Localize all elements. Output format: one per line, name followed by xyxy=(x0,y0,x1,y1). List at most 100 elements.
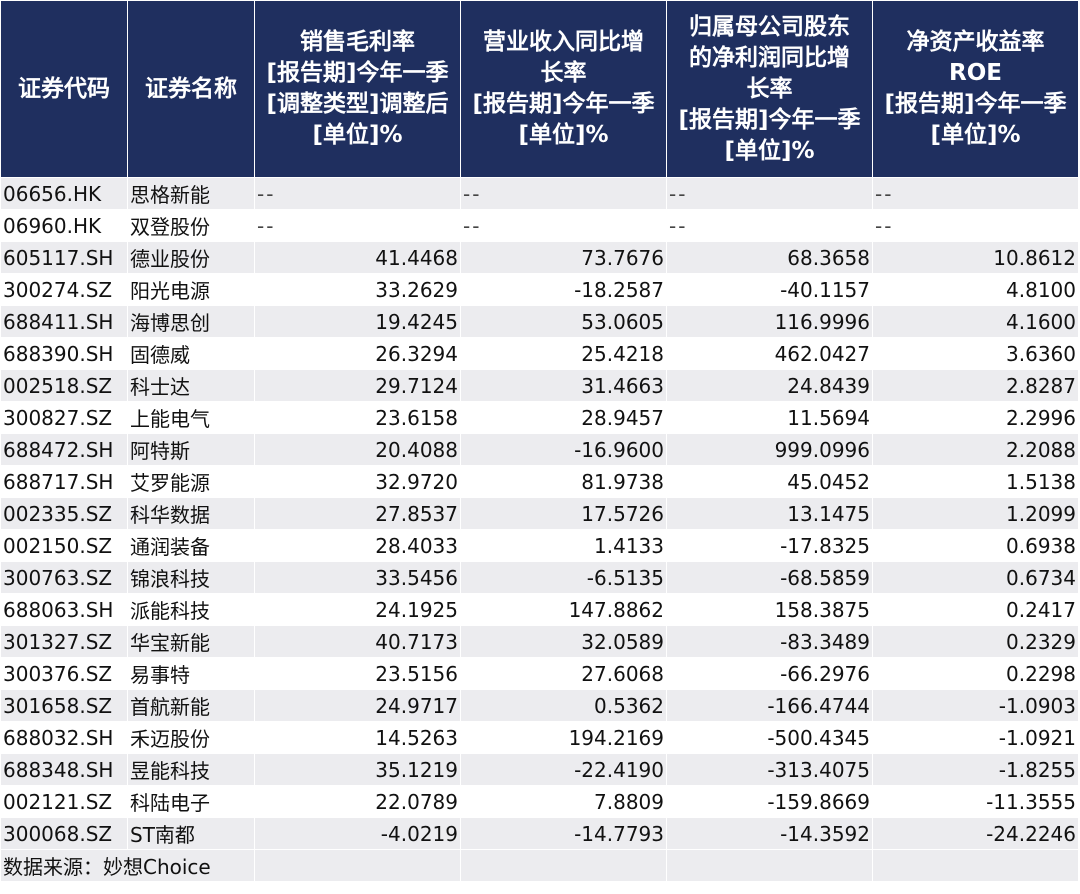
table-row: 688717.SH 艾罗能源 32.9720 81.9738 45.0452 1.5138 xyxy=(0,465,1079,498)
table-row: 002150.SZ 通润装备 28.4033 1.4133 -17.8325 0.6938 xyxy=(0,529,1079,562)
net-profit-growth-cell: 999.0996 xyxy=(666,433,873,466)
table-row: 002335.SZ 科华数据 27.8537 17.5726 13.1475 1.2099 xyxy=(0,497,1079,530)
gross-margin-cell: 19.4245 xyxy=(254,305,461,338)
roe-cell: 0.6938 xyxy=(872,529,1079,562)
col-header-roe: 净资产收益率 ROE [报告期]今年一季 [单位]% xyxy=(872,0,1079,178)
roe-cell: 3.6360 xyxy=(872,337,1079,370)
revenue-growth-cell: -14.7793 xyxy=(460,817,667,850)
net-profit-growth-cell: 13.1475 xyxy=(666,497,873,530)
net-profit-growth-cell: -68.5859 xyxy=(666,561,873,594)
revenue-growth-cell: 25.4218 xyxy=(460,337,667,370)
security-code-cell: 688348.SH xyxy=(0,753,128,786)
roe-cell: 1.2099 xyxy=(872,497,1079,530)
gross-margin-cell: 23.6158 xyxy=(254,401,461,434)
security-code-cell: 300068.SZ xyxy=(0,817,128,850)
gross-margin-cell: 40.7173 xyxy=(254,625,461,658)
security-name-cell: 首航新能 xyxy=(127,689,255,722)
security-name-cell: 阳光电源 xyxy=(127,273,255,306)
col-header-gross-margin: 销售毛利率 [报告期]今年一季 [调整类型]调整后 [单位]% xyxy=(254,0,461,178)
revenue-growth-cell: 28.9457 xyxy=(460,401,667,434)
net-profit-growth-cell: 11.5694 xyxy=(666,401,873,434)
revenue-growth-cell: 73.7676 xyxy=(460,241,667,274)
revenue-growth-cell: 194.2169 xyxy=(460,721,667,754)
col-header-net-profit-growth: 归属母公司股东 的净利润同比增 长率 [报告期]今年一季 [单位]% xyxy=(666,0,873,178)
revenue-growth-cell: -18.2587 xyxy=(460,273,667,306)
revenue-growth-cell: -- xyxy=(460,177,667,210)
gross-margin-cell: 29.7124 xyxy=(254,369,461,402)
net-profit-growth-cell: -14.3592 xyxy=(666,817,873,850)
footer-blank-cell xyxy=(254,849,461,882)
roe-cell: 0.2329 xyxy=(872,625,1079,658)
footer-blank-cell xyxy=(872,849,1079,882)
revenue-growth-cell: 81.9738 xyxy=(460,465,667,498)
security-code-cell: 688411.SH xyxy=(0,305,128,338)
gross-margin-cell: 26.3294 xyxy=(254,337,461,370)
gross-margin-cell: -- xyxy=(254,209,461,242)
security-code-cell: 605117.SH xyxy=(0,241,128,274)
revenue-growth-cell: 17.5726 xyxy=(460,497,667,530)
gross-margin-cell: -- xyxy=(254,177,461,210)
security-name-cell: 阿特斯 xyxy=(127,433,255,466)
security-name-cell: 海博思创 xyxy=(127,305,255,338)
security-code-cell: 06960.HK xyxy=(0,209,128,242)
security-code-cell: 688717.SH xyxy=(0,465,128,498)
revenue-growth-cell: 0.5362 xyxy=(460,689,667,722)
security-code-cell: 002335.SZ xyxy=(0,497,128,530)
revenue-growth-cell: 31.4663 xyxy=(460,369,667,402)
security-code-cell: 300763.SZ xyxy=(0,561,128,594)
roe-cell: -11.3555 xyxy=(872,785,1079,818)
security-code-cell: 300274.SZ xyxy=(0,273,128,306)
gross-margin-cell: 24.1925 xyxy=(254,593,461,626)
roe-cell: -1.0921 xyxy=(872,721,1079,754)
gross-margin-cell: 32.9720 xyxy=(254,465,461,498)
net-profit-growth-cell: -66.2976 xyxy=(666,657,873,690)
security-code-cell: 300376.SZ xyxy=(0,657,128,690)
net-profit-growth-cell: -166.4744 xyxy=(666,689,873,722)
table-row: 688411.SH 海博思创 19.4245 53.0605 116.9996 4.160… xyxy=(0,305,1079,338)
net-profit-growth-cell: 68.3658 xyxy=(666,241,873,274)
footer-blank-cell xyxy=(460,849,667,882)
security-name-cell: 派能科技 xyxy=(127,593,255,626)
security-name-cell: 科华数据 xyxy=(127,497,255,530)
net-profit-growth-cell: -40.1157 xyxy=(666,273,873,306)
security-code-cell: 688063.SH xyxy=(0,593,128,626)
source-row: 数据来源：妙想Choice xyxy=(0,849,1079,882)
roe-cell: -1.8255 xyxy=(872,753,1079,786)
gross-margin-cell: 35.1219 xyxy=(254,753,461,786)
table-row: 002121.SZ 科陆电子 22.0789 7.8809 -159.8669 -11.3… xyxy=(0,785,1079,818)
table-row: 300274.SZ 阳光电源 33.2629 -18.2587 -40.1157 4.81… xyxy=(0,273,1079,306)
security-code-cell: 002518.SZ xyxy=(0,369,128,402)
table-header: 证券代码 证券名称 销售毛利率 [报告期]今年一季 [调整类型]调整后 [单位]… xyxy=(0,0,1079,178)
security-name-cell: 锦浪科技 xyxy=(127,561,255,594)
table-footer: 数据来源：妙想Choice xyxy=(0,849,1079,882)
roe-cell: -24.2246 xyxy=(872,817,1079,850)
table-row: 300068.SZ ST南都 -4.0219 -14.7793 -14.3592 -24.… xyxy=(0,817,1079,850)
col-header-revenue-growth: 营业收入同比增 长率 [报告期]今年一季 [单位]% xyxy=(460,0,667,178)
net-profit-growth-cell: -- xyxy=(666,209,873,242)
security-name-cell: 科士达 xyxy=(127,369,255,402)
table-row: 301658.SZ 首航新能 24.9717 0.5362 -166.4744 -1.09… xyxy=(0,689,1079,722)
roe-cell: 0.2298 xyxy=(872,657,1079,690)
security-name-cell: 思格新能 xyxy=(127,177,255,210)
security-code-cell: 688032.SH xyxy=(0,721,128,754)
security-name-cell: 固德威 xyxy=(127,337,255,370)
security-code-cell: 002150.SZ xyxy=(0,529,128,562)
data-source-note: 数据来源：妙想Choice xyxy=(0,849,255,882)
header-row: 证券代码 证券名称 销售毛利率 [报告期]今年一季 [调整类型]调整后 [单位]… xyxy=(0,0,1079,178)
roe-cell: -- xyxy=(872,209,1079,242)
revenue-growth-cell: -6.5135 xyxy=(460,561,667,594)
net-profit-growth-cell: 116.9996 xyxy=(666,305,873,338)
footer-blank-cell xyxy=(666,849,873,882)
table-row: 300763.SZ 锦浪科技 33.5456 -6.5135 -68.5859 0.673… xyxy=(0,561,1079,594)
net-profit-growth-cell: -159.8669 xyxy=(666,785,873,818)
roe-cell: 4.1600 xyxy=(872,305,1079,338)
table-body: 06656.HK 思格新能 -- -- -- -- 06960.HK 双登股份 -- -- -- --… xyxy=(0,177,1079,850)
net-profit-growth-cell: 45.0452 xyxy=(666,465,873,498)
gross-margin-cell: 24.9717 xyxy=(254,689,461,722)
roe-cell: 0.2417 xyxy=(872,593,1079,626)
revenue-growth-cell: 1.4133 xyxy=(460,529,667,562)
col-header-name: 证券名称 xyxy=(127,0,255,178)
table-row: 300376.SZ 易事特 23.5156 27.6068 -66.2976 0.2298 xyxy=(0,657,1079,690)
roe-cell: -1.0903 xyxy=(872,689,1079,722)
